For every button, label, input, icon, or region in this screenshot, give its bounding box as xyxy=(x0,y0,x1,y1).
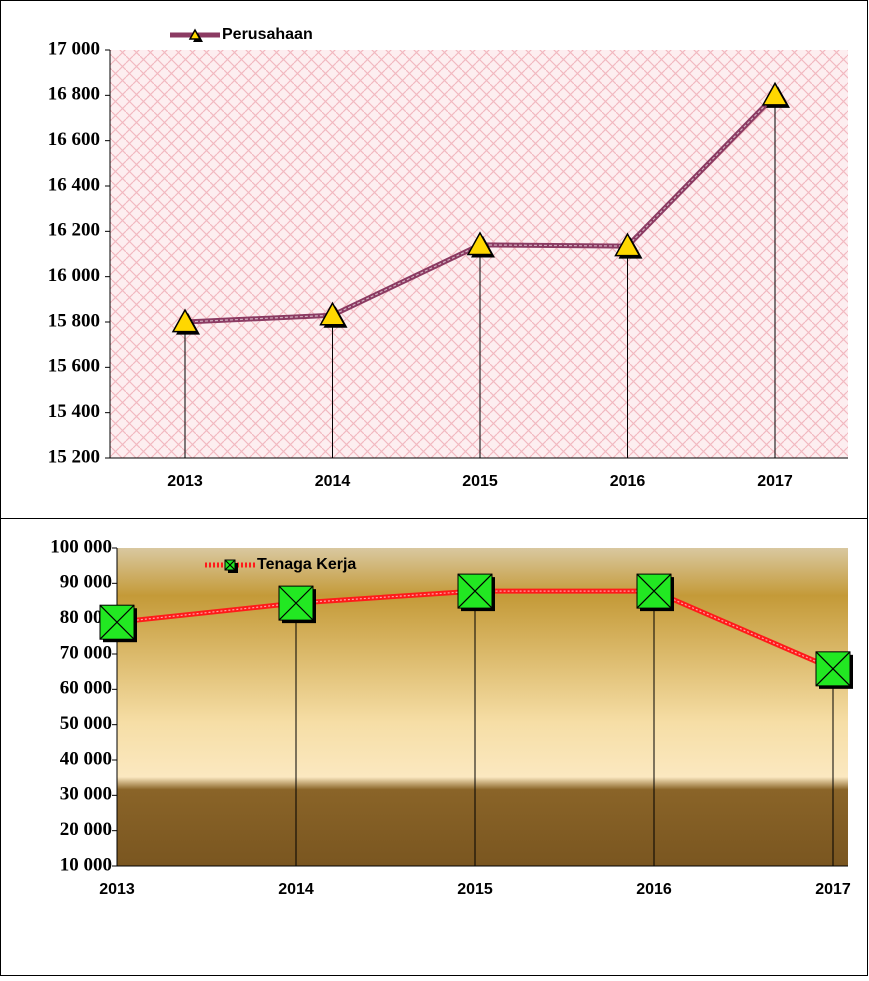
y-tick-label: 40 000 xyxy=(60,748,112,769)
y-tick-label: 20 000 xyxy=(60,819,112,840)
y-tick-label: 16 800 xyxy=(48,84,100,105)
series-line-texture xyxy=(116,590,834,670)
y-tick-label: 15 800 xyxy=(48,310,100,331)
point-marker xyxy=(761,81,789,106)
y-tick-label: 30 000 xyxy=(60,784,112,805)
y-tick-label: 50 000 xyxy=(60,713,112,734)
y-tick-label: 90 000 xyxy=(60,572,112,593)
x-tick-label: 2016 xyxy=(636,881,672,898)
point-marker xyxy=(319,301,346,326)
x-tick-label: 2014 xyxy=(315,473,351,490)
point-marker-cross xyxy=(636,573,672,609)
y-tick-label: 16 200 xyxy=(48,220,100,241)
y-tick-label: 17 000 xyxy=(48,38,100,59)
y-tick-label: 15 400 xyxy=(48,401,100,422)
x-tick-label: 2017 xyxy=(757,473,793,490)
y-tick-label: 70 000 xyxy=(60,642,112,663)
x-tick-label: 2016 xyxy=(610,473,646,490)
y-tick-label: 15 200 xyxy=(48,446,100,467)
point-marker-cross xyxy=(278,585,314,621)
x-tick-label: 2013 xyxy=(167,473,203,490)
point-marker-cross xyxy=(815,651,851,687)
y-tick-label: 16 400 xyxy=(48,174,100,195)
point-marker-cross xyxy=(457,573,493,609)
point-marker xyxy=(171,308,199,333)
y-tick-label: 60 000 xyxy=(60,678,112,699)
legend-marker xyxy=(188,28,202,40)
x-tick-label: 2014 xyxy=(278,881,314,898)
y-tick-label: 100 000 xyxy=(50,536,112,557)
y-tick-label: 80 000 xyxy=(60,607,112,628)
legend-label: Tenaga Kerja xyxy=(257,556,356,573)
point-marker-cross xyxy=(99,604,135,640)
x-tick-label: 2015 xyxy=(457,881,493,898)
x-tick-label: 2017 xyxy=(815,881,851,898)
legend-marker-cross xyxy=(224,559,236,571)
point-marker xyxy=(614,232,641,257)
y-tick-label: 16 600 xyxy=(48,129,100,150)
point-marker xyxy=(466,231,494,256)
y-tick-label: 16 000 xyxy=(48,265,100,286)
x-tick-label: 2015 xyxy=(462,473,498,490)
x-tick-label: 2013 xyxy=(99,881,135,898)
legend-label: Perusahaan xyxy=(222,26,313,43)
y-tick-label: 15 600 xyxy=(48,356,100,377)
y-tick-label: 10 000 xyxy=(60,854,112,875)
